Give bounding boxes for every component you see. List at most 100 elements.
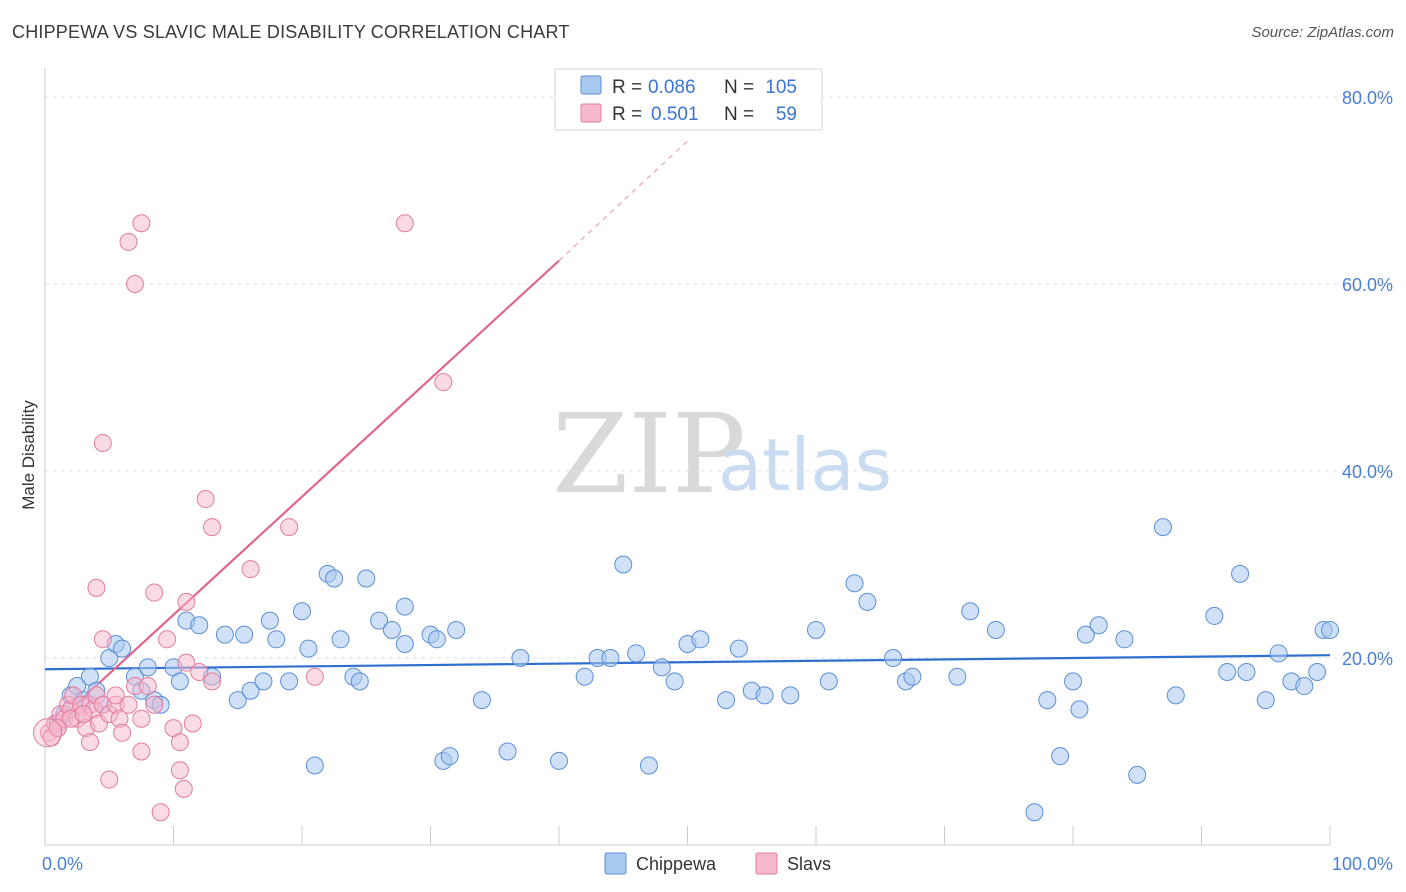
- slavs-point: [170, 761, 189, 780]
- slavs-point: [74, 705, 93, 724]
- slavs-point: [145, 695, 164, 714]
- chippewa-point: [1025, 803, 1044, 822]
- chippewa-point: [639, 756, 658, 775]
- slavs-point: [241, 560, 260, 579]
- y-axis-label: Male Disability: [19, 400, 38, 510]
- legend-swatch-chippewa: [580, 75, 602, 95]
- slavs-point: [158, 630, 177, 649]
- slavs-point: [170, 733, 189, 752]
- chippewa-point: [948, 667, 967, 686]
- legend-r-label-chippewa: R =: [612, 77, 642, 98]
- chippewa-point: [858, 592, 877, 611]
- chippewa-point: [845, 574, 864, 593]
- chippewa-point: [755, 686, 774, 705]
- chippewa-point: [1231, 564, 1250, 583]
- slavs-point: [125, 275, 144, 293]
- slavs-point: [87, 578, 106, 597]
- chippewa-point: [627, 644, 646, 663]
- y-tick-label-20: 20.0%: [1342, 649, 1393, 669]
- trend-line-slavs: [44, 259, 560, 734]
- slavs-point: [280, 518, 299, 537]
- slavs-point: [119, 695, 138, 714]
- slavs-point: [106, 686, 125, 705]
- chippewa-point: [472, 691, 491, 710]
- chippewa-point: [1308, 663, 1327, 682]
- chippewa-point: [299, 639, 318, 658]
- series-legend: Chippewa Slavs: [604, 852, 831, 875]
- slavs-point: [174, 779, 193, 798]
- chippewa-point: [1237, 663, 1256, 682]
- slavs-point: [132, 742, 151, 761]
- source-credit: Source: ZipAtlas.com: [1251, 24, 1394, 41]
- chippewa-point: [1153, 518, 1172, 537]
- slavs-point: [203, 518, 222, 537]
- axes: 0.0% 100.0%: [42, 68, 1393, 874]
- y-tick-label-80: 80.0%: [1342, 88, 1393, 108]
- legend-n-value-slavs: 59: [776, 104, 797, 125]
- y-tick-label-40: 40.0%: [1342, 462, 1393, 482]
- trend-line-chippewa: [44, 654, 1331, 671]
- chippewa-point: [729, 639, 748, 658]
- chippewa-point: [280, 672, 299, 691]
- chippewa-point: [170, 672, 189, 691]
- slavs-point: [177, 653, 196, 672]
- watermark-zip: ZIP: [552, 390, 746, 518]
- chippewa-point: [228, 691, 247, 710]
- chippewa-point: [961, 602, 980, 621]
- slavs-point: [138, 677, 157, 696]
- chippewa-point: [1218, 663, 1237, 682]
- chippewa-point: [717, 691, 736, 710]
- chippewa-point: [691, 630, 710, 649]
- chippewa-point: [819, 672, 838, 691]
- chippewa-point: [550, 751, 568, 770]
- chippewa-point: [1269, 644, 1288, 663]
- bottom-legend-label-slavs: Slavs: [787, 854, 831, 874]
- slavs-point: [203, 672, 222, 691]
- chippewa-points: [48, 518, 1339, 822]
- slavs-point: [196, 490, 215, 509]
- chippewa-point: [511, 649, 530, 667]
- legend-r-value-chippewa: 0.086: [648, 77, 696, 98]
- bottom-legend-swatch-chippewa: [604, 852, 627, 875]
- slavs-point: [434, 373, 453, 392]
- trend-line-slavs-extension: [558, 140, 688, 262]
- slavs-point: [33, 718, 63, 748]
- chippewa-point: [781, 686, 800, 705]
- x-tick-label-max: 100.0%: [1332, 854, 1393, 874]
- chippewa-point: [1038, 691, 1057, 710]
- chippewa-point: [601, 649, 620, 667]
- y-tick-label-60: 60.0%: [1342, 275, 1393, 295]
- chippewa-point: [254, 672, 273, 691]
- slavs-point: [132, 214, 151, 233]
- legend-n-label-chippewa: N =: [724, 77, 754, 98]
- chippewa-point: [1051, 747, 1070, 766]
- legend-r-value-slavs: 0.501: [651, 104, 699, 125]
- chart-title: CHIPPEWA VS SLAVIC MALE DISABILITY CORRE…: [12, 22, 570, 42]
- chippewa-point: [498, 742, 517, 761]
- slavs-point: [183, 714, 202, 733]
- chippewa-point: [113, 639, 132, 658]
- chippewa-point: [1166, 686, 1185, 705]
- chippewa-point: [903, 667, 922, 686]
- slavs-point: [305, 667, 324, 686]
- legend-r-label-slavs: R =: [612, 104, 642, 125]
- gridlines: 20.0% 40.0% 60.0% 80.0%: [45, 88, 1393, 669]
- chippewa-point: [1089, 616, 1108, 635]
- chippewa-point: [1295, 677, 1314, 696]
- chippewa-point: [1205, 606, 1224, 625]
- slavs-point: [151, 803, 170, 822]
- slavs-point: [80, 733, 99, 752]
- slavs-point: [132, 709, 151, 728]
- chippewa-point: [1128, 765, 1147, 784]
- legend-n-label-slavs: N =: [724, 104, 754, 125]
- slavs-points: [33, 214, 453, 822]
- chippewa-point: [807, 620, 825, 639]
- legend-n-value-chippewa: 105: [765, 77, 797, 98]
- chippewa-point: [138, 658, 157, 677]
- chippewa-point: [614, 555, 633, 574]
- chippewa-point: [665, 672, 684, 691]
- slavs-point: [395, 214, 414, 233]
- chippewa-point: [331, 630, 350, 649]
- slavs-point: [119, 232, 138, 251]
- chippewa-point: [1321, 620, 1339, 639]
